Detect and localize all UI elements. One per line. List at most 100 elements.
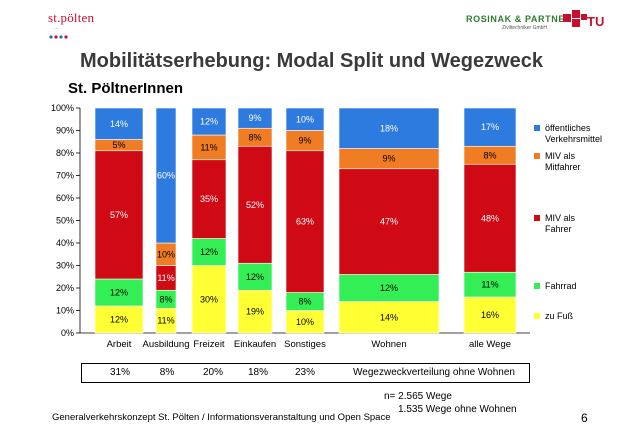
y-tick-label-7: 70% [56,171,74,181]
data-label-2-4: 12% [200,117,218,127]
data-label-3-3: 8% [248,132,261,142]
data-label-5-1: 12% [380,283,398,293]
y-tick-label-1: 10% [56,306,74,316]
data-label-5-4: 18% [380,123,398,133]
data-label-2-2: 35% [200,194,218,204]
bar-2-series-4 [191,107,227,136]
x-tick-label-5: Wohnen [371,339,406,350]
data-label-0-0: 12% [110,315,128,325]
data-label-4-2: 63% [296,217,314,227]
legend-swatch-0 [534,125,540,131]
data-label-4-3: 9% [298,136,311,146]
st-poelten-logo-sub: … [54,25,59,31]
footer-text: Generalverkehrskonzept St. Pölten / Info… [52,412,391,423]
data-label-4-1: 8% [298,297,311,307]
legend-label-0-1: Verkehrsmittel [545,134,602,144]
sample-size-total: n= 2.565 Wege [384,391,452,402]
summary-value-sonstiges: 23% [294,367,316,378]
x-tick-label-2: Freizeit [193,339,225,350]
summary-value-freizeit: 20% [202,367,224,378]
y-tick-label-0: 0% [61,328,74,338]
bar-4-series-4 [285,107,325,131]
data-label-2-3: 11% [200,142,217,152]
summary-label: Wegezweckverteilung ohne Wohnen [353,367,515,378]
legend-label-1-1: Mitfahrer [545,162,581,172]
bar-3-series-4 [237,107,273,129]
bar-2-series-1 [191,238,227,266]
y-tick-label-3: 30% [56,261,74,271]
legend-label-1-0: MIV als [545,151,576,161]
bar-3-series-0 [237,289,273,334]
data-label-1-2: 11% [157,273,174,283]
data-label-3-2: 52% [246,200,264,210]
data-label-3-0: 19% [246,307,264,317]
x-tick-label-4: Sonstiges [284,339,326,350]
bar-2-series-0 [191,265,227,334]
rosinak-partner-name: ROSINAK & PARTNER [466,14,573,24]
tu-logo-text: TU [587,14,604,29]
data-label-4-0: 10% [296,317,314,327]
legend-label-2-0: MIV als [545,213,576,223]
data-label-1-4: 60% [157,171,175,181]
bar-3-series-1 [237,262,273,291]
bar-3-series-2 [237,145,273,264]
st-poelten-logo-name: st.pölten [48,10,95,25]
data-label-1-3: 10% [157,249,175,259]
bar-4-series-2 [285,150,325,293]
data-label-5-3: 9% [382,154,395,164]
x-tick-label-1: Ausbildung [142,339,189,350]
chart-subtitle: St. PöltnerInnen [68,80,184,97]
y-tick-label-6: 60% [56,193,74,203]
data-label-0-1: 12% [110,288,128,298]
bar-6-series-0 [463,296,517,334]
data-label-4-4: 10% [296,114,314,124]
y-tick-label-5: 50% [56,216,74,226]
data-label-6-4: 17% [481,122,499,132]
data-label-2-1: 12% [200,247,218,257]
data-label-2-0: 30% [200,294,218,304]
bar-6-series-4 [463,107,517,147]
trip-purpose-summary: 31% 8% 20% 18% 23% Wegezweckverteilung o… [81,363,530,383]
rosinak-partner-sub: Ziviltechniker GmbH [502,25,548,31]
y-tick-label-4: 40% [56,238,74,248]
bar-0-series-4 [94,107,144,140]
bar-0-series-0 [94,305,144,334]
bar-2-series-3 [191,134,227,161]
data-label-6-2: 48% [481,213,499,223]
summary-value-arbeit: 31% [109,367,131,378]
bar-6-series-2 [463,163,517,273]
tu-logo-icon: TU [563,10,604,29]
legend-swatch-4 [534,313,540,319]
data-label-1-0: 11% [157,316,174,326]
y-tick-label-8: 80% [56,148,74,158]
st-poelten-logo: st.pölten … [48,6,118,39]
bar-5-series-2 [338,168,440,275]
data-label-1-1: 8% [159,294,172,304]
legend-label-0-0: öffentliches [545,123,591,133]
data-label-0-2: 57% [110,210,128,220]
legend-swatch-2 [534,215,540,221]
bar-5-series-4 [338,107,440,149]
data-label-6-0: 16% [481,310,499,320]
data-label-3-1: 12% [246,272,264,282]
x-tick-label-3: Einkaufen [234,339,276,350]
page-number: 6 [581,411,588,425]
data-label-5-0: 14% [380,312,398,322]
data-label-5-2: 47% [380,217,398,227]
legend-swatch-3 [534,283,540,289]
y-tick-label-2: 20% [56,283,74,293]
legend-label-2-1: Fahrer [545,224,572,234]
bar-5-series-1 [338,274,440,302]
x-tick-label-6: alle Wege [469,339,511,350]
bar-5-series-0 [338,301,440,334]
bar-1-series-4 [155,107,177,244]
page-title: Mobilitätserhebung: Modal Split und Wege… [80,50,543,72]
y-tick-label-9: 90% [56,126,74,136]
sample-size-without-home: 1.535 Wege ohne Wohnen [398,404,517,415]
x-tick-label-0: Arbeit [107,339,132,350]
data-label-0-3: 5% [112,140,125,150]
summary-value-ausbildung: 8% [159,367,175,378]
data-label-6-1: 11% [481,280,498,290]
bar-6-series-1 [463,271,517,298]
